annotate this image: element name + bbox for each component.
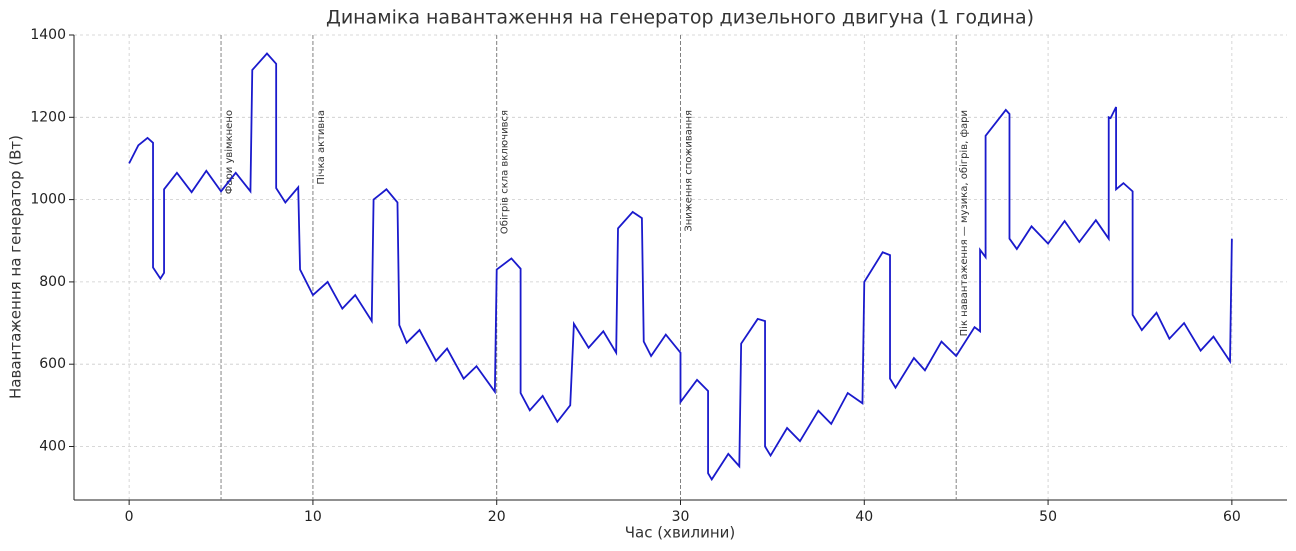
x-tick-label: 60 [1223,509,1241,525]
y-tick-label: 1200 [30,109,66,125]
x-axis-label: Час (хвилини) [625,524,736,542]
x-tick-label: 50 [1039,509,1057,525]
annotation-label: Зниження споживання [684,110,695,232]
annotation-label: Фари увімкнено [223,110,235,194]
chart-title: Динаміка навантаження на генератор дизел… [326,7,1034,29]
x-tick-label: 30 [672,509,690,525]
x-tick-label: 10 [304,509,322,525]
y-tick-label: 800 [39,274,66,290]
annotation-label: Обігрів скла включився [499,110,511,234]
x-tick-label: 40 [855,509,873,525]
x-tick-label: 20 [488,509,506,525]
y-tick-label: 400 [39,439,66,455]
y-tick-label: 600 [39,356,66,372]
annotation-label: Пік навантаження — музика, обігрів, фари [958,110,970,336]
y-tick-label: 1000 [30,192,66,208]
y-axis-label: Навантаження на генератор (Вт) [7,135,25,399]
line-series [128,52,1233,482]
x-tick-label: 0 [125,509,134,525]
y-tick-label: 1400 [30,27,66,43]
annotation-label: Пічка активна [315,110,327,185]
